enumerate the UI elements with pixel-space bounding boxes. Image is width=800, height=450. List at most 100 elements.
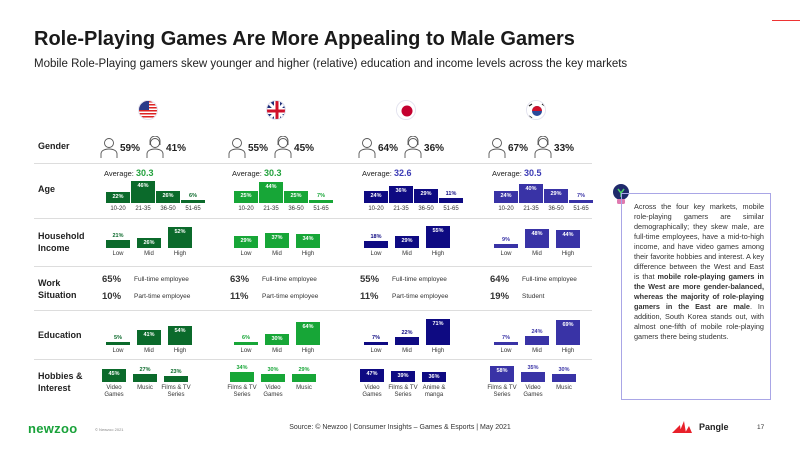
hobby-category: Films & TV Series xyxy=(161,385,191,398)
market-column-us: 59% 41% Average: 30.3 22% 10-20 46% 21-35 26… xyxy=(100,0,234,450)
education-bar: 69% xyxy=(556,320,580,345)
income-category: Low xyxy=(240,251,252,257)
work-label: Full-time employee xyxy=(392,276,447,283)
hobby-category: Music xyxy=(137,385,153,391)
age-value: 11% xyxy=(445,190,457,197)
age-value: 7% xyxy=(317,192,325,199)
education-value: 24% xyxy=(531,329,543,336)
age-category: 36-50 xyxy=(160,206,176,212)
income-category: High xyxy=(431,251,445,257)
income-category: Mid xyxy=(532,251,542,257)
jp-flag-icon xyxy=(396,100,416,120)
hobby-bar-group: 30% Music xyxy=(552,366,576,391)
age-bar-group: 36% 21-35 xyxy=(389,185,413,212)
hobby-bar: 36% xyxy=(422,371,446,382)
hobby-category: Music xyxy=(556,385,572,391)
age-bar: 29% xyxy=(414,189,438,203)
hobby-bar-group: 47% Video Games xyxy=(360,368,384,398)
age-bar-group: 29% 36-50 xyxy=(414,189,438,212)
age-value: 6% xyxy=(189,193,197,199)
hobby-value: 35% xyxy=(527,365,539,372)
age-bar-group: 24% 10-20 xyxy=(364,191,388,212)
market-column-kr: 67% 33% Average: 30.5 24% 10-20 40% 21-35 29… xyxy=(487,0,622,450)
age-average: Average: 30.3 xyxy=(104,168,154,178)
education-category: Mid xyxy=(272,348,282,354)
work-percent: 55% xyxy=(360,274,380,285)
hobby-value: 30% xyxy=(558,366,570,373)
work-percent: 65% xyxy=(102,274,122,285)
hobby-value: 27% xyxy=(139,367,151,374)
income-bar: 29% xyxy=(234,236,258,248)
age-bar-group: 25% 36-50 xyxy=(284,191,308,212)
hobby-bar: 45% xyxy=(102,369,126,382)
hobby-bar-group: 30% Video Games xyxy=(261,367,285,398)
hobby-bar xyxy=(521,372,545,382)
age-bar-group: 40% 21-35 xyxy=(519,183,543,212)
education-bar-group: 22% Mid xyxy=(395,330,419,354)
hobby-value: 34% xyxy=(236,365,248,372)
education-bar-group: 7% Low xyxy=(364,335,388,354)
income-bar-group: 48% Mid xyxy=(525,228,549,257)
page-number: 17 xyxy=(757,424,765,431)
female-icon xyxy=(274,136,292,161)
average-label: Average: xyxy=(492,169,524,178)
hobby-bar: 47% xyxy=(360,368,384,382)
age-category: 10-20 xyxy=(110,206,126,212)
work-label: Student xyxy=(522,293,545,300)
education-category: Low xyxy=(240,348,252,354)
work-percent: 11% xyxy=(230,291,249,302)
work-label: Part-time employee xyxy=(392,293,449,300)
work-percent: 19% xyxy=(490,291,510,302)
hobby-bar-group: 29% Music xyxy=(292,367,316,391)
hobby-bar-group: 27% Music xyxy=(133,367,157,391)
work-label: Part-time employee xyxy=(134,293,191,300)
education-bar-group: 7% Low xyxy=(494,335,518,354)
income-bar-group: 21% Low xyxy=(106,232,130,257)
income-bar-group: 29% Mid xyxy=(395,236,419,257)
age-bar-group: 25% 10-20 xyxy=(234,191,258,212)
work-percent: 10% xyxy=(102,291,122,302)
divider xyxy=(34,266,592,267)
education-category: Mid xyxy=(532,348,542,354)
education-bar: 64% xyxy=(296,321,320,345)
hobby-bar-group: 45% Video Games xyxy=(102,369,126,398)
age-bar: 26% xyxy=(156,190,180,203)
income-category: Mid xyxy=(144,251,154,257)
age-bar: 24% xyxy=(364,191,388,203)
income-category: Mid xyxy=(402,251,412,257)
hobby-bar-group: 36% Anime & manga xyxy=(422,371,446,398)
note-text: Across the four key markets, mobile role… xyxy=(634,202,764,281)
education-bar: 71% xyxy=(426,319,450,345)
age-category: 10-20 xyxy=(238,206,254,212)
work-situation: 63% Full-time employee 11% Part-time employ… xyxy=(230,274,318,302)
row-label-hobbies: Hobbies & Interest xyxy=(38,371,83,393)
income-category: High xyxy=(561,251,575,257)
male-share: 67% xyxy=(508,143,529,154)
age-category: 36-50 xyxy=(288,206,304,212)
female-icon xyxy=(404,136,422,161)
age-average: Average: 30.3 xyxy=(232,168,282,178)
age-bar: 29% xyxy=(544,189,568,203)
education-bar xyxy=(525,336,549,345)
education-value: 5% xyxy=(114,335,122,341)
divider xyxy=(34,359,592,360)
newzoo-logo: newzoo xyxy=(28,421,78,436)
age-bar: 22% xyxy=(106,192,130,203)
note-highlight: mobile role-playing gamers in the West a… xyxy=(634,272,764,311)
age-bar xyxy=(439,197,463,203)
gender-split: 59% 41% xyxy=(100,136,186,161)
education-value: 22% xyxy=(401,330,413,337)
hobby-category: Music xyxy=(296,385,312,391)
income-bar xyxy=(364,240,388,248)
age-bar-group: 24% 10-20 xyxy=(494,191,518,212)
age-average: Average: 30.5 xyxy=(492,168,542,178)
average-value: 32.6 xyxy=(393,168,412,178)
age-bar: 36% xyxy=(389,185,413,203)
education-bar xyxy=(494,342,518,345)
income-bar-group: 34% High xyxy=(296,234,320,257)
income-value: 21% xyxy=(112,232,124,239)
accent-line xyxy=(772,20,800,21)
hobby-value: 23% xyxy=(170,368,182,375)
income-bar: 29% xyxy=(395,236,419,248)
age-value: 7% xyxy=(577,192,585,199)
